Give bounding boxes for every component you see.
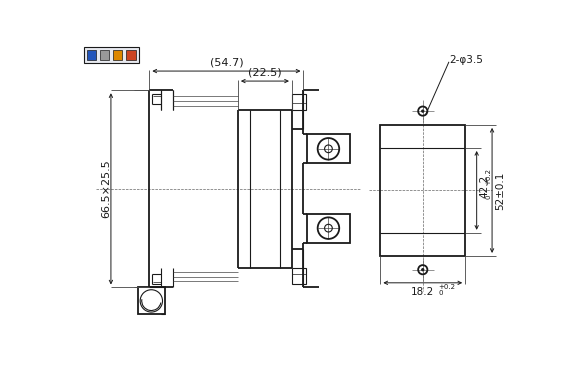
Bar bbox=[381, 125, 465, 256]
Bar bbox=[113, 49, 123, 60]
Text: 0: 0 bbox=[438, 290, 442, 296]
Text: +0.2: +0.2 bbox=[485, 168, 491, 185]
Bar bbox=[100, 49, 110, 60]
Text: 0: 0 bbox=[485, 194, 491, 199]
Bar bbox=[307, 134, 350, 163]
Bar bbox=[87, 49, 97, 60]
Text: 42.2: 42.2 bbox=[480, 175, 490, 198]
Circle shape bbox=[421, 110, 424, 112]
Bar bbox=[126, 49, 136, 60]
Bar bbox=[84, 47, 139, 62]
Bar bbox=[292, 94, 306, 110]
Text: (22.5): (22.5) bbox=[248, 68, 282, 78]
Bar bbox=[292, 268, 306, 283]
Text: +0.2: +0.2 bbox=[438, 284, 455, 290]
Text: 66.5×25.5: 66.5×25.5 bbox=[102, 159, 112, 218]
Bar bbox=[138, 288, 165, 315]
Text: (54.7): (54.7) bbox=[210, 58, 243, 68]
Text: 2-φ3.5: 2-φ3.5 bbox=[450, 55, 483, 64]
Bar bbox=[307, 214, 350, 243]
Text: 18.2: 18.2 bbox=[411, 286, 435, 297]
Circle shape bbox=[421, 269, 424, 271]
Text: 52±0.1: 52±0.1 bbox=[495, 171, 505, 209]
